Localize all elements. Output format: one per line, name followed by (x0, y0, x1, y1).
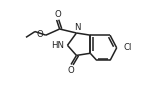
Text: Cl: Cl (123, 43, 132, 52)
Text: HN: HN (51, 41, 64, 50)
Text: O: O (67, 66, 74, 75)
Text: N: N (74, 23, 80, 32)
Text: O: O (54, 10, 61, 19)
Text: O: O (37, 30, 44, 39)
